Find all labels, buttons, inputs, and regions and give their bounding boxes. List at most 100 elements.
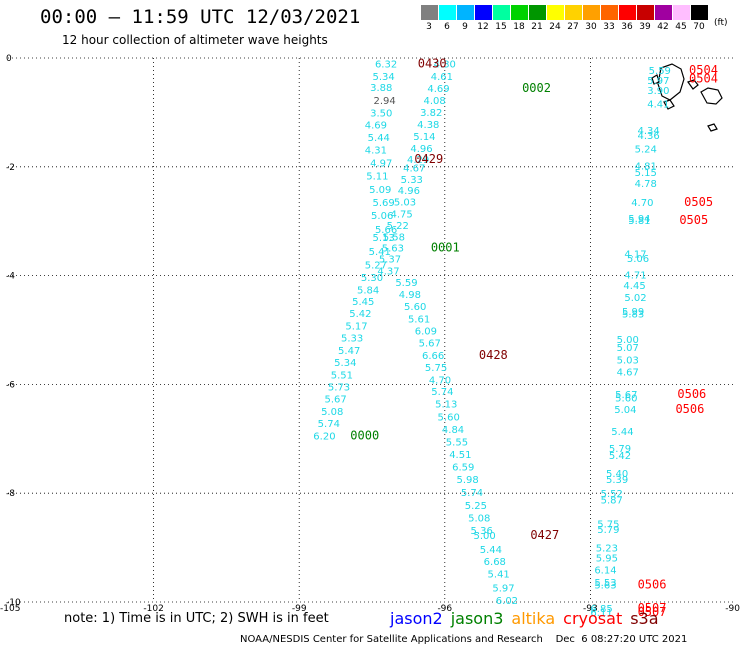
- swh-value: 6.85: [590, 604, 612, 615]
- swh-value: 6.20: [313, 432, 335, 443]
- swh-value: 4.51: [449, 450, 471, 461]
- y-tick-label: -8: [6, 489, 15, 499]
- swh-value: 5.58: [383, 232, 405, 243]
- swh-value: 5.69: [373, 198, 395, 209]
- swh-value: 5.67: [419, 339, 441, 350]
- swh-value: 5.44: [480, 545, 502, 556]
- color-scale-label: 70: [693, 22, 705, 32]
- swh-value: 5.15: [635, 168, 657, 179]
- x-tick-label: -96: [437, 604, 452, 614]
- color-swatch: [475, 5, 493, 20]
- swh-value: 4.70: [631, 198, 653, 209]
- pass-label: 0002: [522, 81, 551, 95]
- swh-value: 5.51: [331, 371, 353, 382]
- axis-labels: -105 -102 -99 -96 -93 -90 0 -2 -4 -6 -8 -10: [0, 54, 740, 614]
- swh-value: 5.13: [373, 233, 395, 244]
- color-scale-label: 15: [495, 22, 507, 32]
- legend-mission-altika: altika: [511, 609, 556, 628]
- swh-value: 5.08: [468, 514, 490, 525]
- swh-value: 5.33: [401, 175, 423, 186]
- map-grid: [8, 57, 736, 603]
- swh-value: 5.66: [375, 225, 397, 236]
- swh-value: 6.11: [590, 608, 612, 619]
- color-scale-label: 18: [513, 22, 525, 32]
- swh-value: 4.70: [429, 376, 451, 387]
- swh-value: 5.75: [425, 363, 447, 374]
- swh-value: 5.11: [366, 172, 388, 183]
- swh-value: 4.96: [410, 144, 432, 155]
- swh-value: 5.47: [338, 346, 360, 357]
- map-title: 00:00 – 11:59 UTC 12/03/2021: [40, 6, 361, 28]
- pass-label: 0430: [418, 56, 447, 70]
- color-scale-label: 27: [567, 22, 579, 32]
- swh-value: 5.83: [622, 310, 644, 321]
- swh-value: 5.13: [435, 399, 457, 410]
- swh-value: 4.08: [423, 96, 445, 107]
- swh-value: 5.84: [357, 286, 379, 297]
- color-swatch: [529, 5, 547, 20]
- color-swatch: [547, 5, 565, 20]
- swh-value: 4.67: [403, 163, 425, 174]
- swh-value: 5.45: [352, 297, 374, 308]
- x-tick-label: -99: [292, 604, 307, 614]
- swh-value: 6.59: [452, 463, 474, 474]
- color-swatch: [421, 5, 439, 20]
- color-scale-label: 39: [639, 22, 651, 32]
- swh-value: 5.41: [488, 570, 510, 581]
- swh-value: 4.75: [390, 210, 412, 221]
- swh-value: 6.66: [422, 351, 444, 362]
- swh-value: 5.04: [614, 405, 636, 416]
- swh-value: 5.60: [404, 302, 426, 313]
- swh-value: 4.84: [442, 425, 464, 436]
- y-tick-label: -2: [6, 163, 15, 173]
- swh-value: 5.09: [369, 185, 391, 196]
- swh-value: 5.22: [387, 221, 409, 232]
- swh-value: 5.87: [601, 496, 623, 507]
- swh-value: 5.63: [594, 581, 616, 592]
- swh-value: 5.99: [622, 307, 644, 318]
- y-tick-label: -4: [6, 272, 15, 282]
- swh-value: 5.63: [382, 243, 404, 254]
- swh-value: 4.29: [407, 155, 429, 166]
- swh-value: 5.59: [649, 66, 671, 77]
- swh-value: 5.94: [628, 214, 650, 225]
- color-scale-unit: (ft): [714, 18, 728, 28]
- swh-value: 5.37: [379, 255, 401, 266]
- swh-value: 5.52: [601, 489, 623, 500]
- island-san-cristobal: [663, 99, 675, 110]
- pass-label: 0428: [479, 348, 508, 362]
- swh-value: 5.00: [473, 531, 495, 542]
- pass-label: 0506: [675, 402, 704, 416]
- color-swatch: [493, 5, 511, 20]
- swh-value: 5.36: [471, 526, 493, 537]
- swh-value: 5.25: [465, 501, 487, 512]
- color-swatch: [511, 5, 529, 20]
- y-tick-label: 0: [6, 54, 12, 64]
- galapagos-islands: [651, 63, 723, 132]
- swh-value: 4.96: [398, 186, 420, 197]
- pass-label: 0427: [530, 528, 559, 542]
- swh-value: 4.81: [635, 162, 657, 173]
- color-swatch: [619, 5, 637, 20]
- color-scale-label: 30: [585, 22, 597, 32]
- island-santa-cruz: [700, 87, 723, 105]
- swh-value: 4.67: [617, 367, 639, 378]
- swh-value: 5.53: [594, 578, 616, 589]
- color-swatch: [655, 5, 673, 20]
- legend-mission-jason3: jason3: [450, 609, 504, 628]
- color-scale-label: 21: [531, 22, 543, 32]
- swh-value: 5.67: [324, 395, 346, 406]
- swh-value: 6.14: [594, 565, 616, 576]
- swh-value: 5.34: [334, 358, 356, 369]
- swh-value: 5.07: [617, 343, 639, 354]
- mission-legend: jason2 jason3 altika cryosat s3a: [390, 609, 667, 628]
- swh-value: 5.42: [349, 309, 371, 320]
- swh-value: 4.61: [431, 72, 453, 83]
- color-swatch: [691, 5, 709, 20]
- swh-value: 5.75: [597, 520, 619, 531]
- x-tick-label: -90: [725, 604, 740, 614]
- swh-value: 4.36: [638, 131, 660, 142]
- x-tick-label: -93: [583, 604, 598, 614]
- pass-label: 0429: [414, 152, 443, 166]
- pass-label: 0507: [638, 601, 667, 615]
